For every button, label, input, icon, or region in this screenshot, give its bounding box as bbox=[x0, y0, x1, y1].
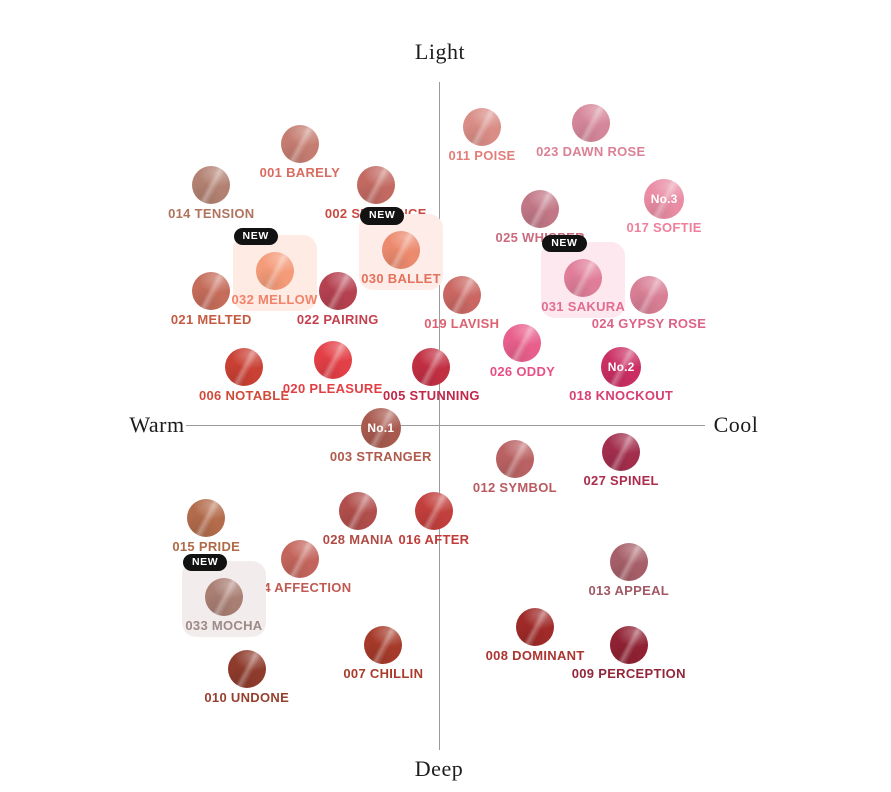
shade-swatch-001-barely bbox=[280, 124, 319, 163]
shade-swatch-023-dawn-rose bbox=[571, 104, 610, 143]
shade-swatch-013-appeal bbox=[609, 543, 648, 582]
shade-label-018-knockout: 018 KNOCKOUT bbox=[569, 387, 674, 403]
shade-label-020-pleasure: 020 PLEASURE bbox=[282, 380, 383, 396]
shade-swatch-024-gypsy-rose bbox=[629, 275, 668, 314]
shade-label-003-stranger: 003 STRANGER bbox=[329, 449, 432, 465]
shade-label-032-mellow: 032 MELLOW bbox=[231, 291, 318, 307]
shade-swatch-027-spinel bbox=[602, 433, 641, 472]
shade-swatch-031-sakura bbox=[564, 258, 603, 297]
shade-swatch-028-mania bbox=[339, 491, 378, 530]
shade-label-011-poise: 011 POISE bbox=[448, 147, 516, 163]
shade-swatch-030-ballet bbox=[382, 231, 421, 270]
shade-label-006-notable: 006 NOTABLE bbox=[198, 387, 290, 403]
warm-cool-axis-line bbox=[186, 425, 705, 426]
shade-swatch-032-mellow bbox=[255, 251, 294, 290]
shade-label-027-spinel: 027 SPINEL bbox=[583, 473, 659, 489]
shade-label-031-sakura: 031 SAKURA bbox=[541, 298, 626, 314]
shade-label-007-chillin: 007 CHILLIN bbox=[343, 665, 424, 681]
shade-swatch-015-pride bbox=[187, 498, 226, 537]
shade-label-033-mocha: 033 MOCHA bbox=[185, 617, 263, 633]
shade-swatch-026-oddy bbox=[503, 323, 542, 362]
shade-label-030-ballet: 030 BALLET bbox=[361, 271, 441, 287]
shade-label-010-undone: 010 UNDONE bbox=[204, 689, 290, 705]
shade-swatch-012-symbol bbox=[495, 440, 534, 479]
shade-swatch-011-poise bbox=[463, 107, 501, 146]
shade-label-024-gypsy-rose: 024 GYPSY ROSE bbox=[591, 315, 707, 331]
shade-swatch-004-affection bbox=[280, 539, 319, 578]
shade-label-009-perception: 009 PERCEPTION bbox=[571, 665, 686, 681]
shade-swatch-018-knockout: No.2 bbox=[601, 346, 642, 387]
axis-label-light: Light bbox=[414, 39, 466, 64]
shade-swatch-020-pleasure bbox=[313, 340, 352, 379]
shade-swatch-019-lavish bbox=[442, 275, 481, 314]
shade-swatch-005-stunning bbox=[412, 347, 451, 386]
shade-swatch-033-mocha bbox=[204, 577, 243, 616]
shade-label-021-melted: 021 MELTED bbox=[170, 312, 252, 328]
shade-label-001-barely: 001 BARELY bbox=[259, 164, 341, 180]
shade-label-008-dominant: 008 DOMINANT bbox=[485, 648, 585, 664]
axis-label-deep: Deep bbox=[414, 756, 464, 781]
shade-swatch-022-pairing bbox=[318, 272, 357, 311]
shade-swatch-003-stranger: No.1 bbox=[360, 408, 401, 449]
shade-swatch-014-tension bbox=[192, 165, 231, 204]
shade-label-026-oddy: 026 ODDY bbox=[489, 363, 556, 379]
shade-label-014-tension: 014 TENSION bbox=[168, 205, 255, 221]
axis-label-cool: Cool bbox=[713, 412, 759, 437]
shade-label-004-affection: 004 AFFECTION bbox=[248, 579, 352, 595]
shade-label-005-stunning: 005 STUNNING bbox=[383, 387, 480, 403]
rank-tag-017-softie: No.3 bbox=[650, 191, 678, 206]
shade-swatch-002-sequence bbox=[356, 165, 395, 204]
shade-label-015-pride: 015 PRIDE bbox=[172, 538, 241, 554]
shade-label-012-symbol: 012 SYMBOL bbox=[472, 480, 557, 496]
new-badge-031-sakura: NEW bbox=[542, 234, 587, 253]
shade-label-016-after: 016 AFTER bbox=[398, 531, 470, 547]
rank-tag-003-stranger: No.1 bbox=[367, 421, 395, 436]
shade-label-019-lavish: 019 LAVISH bbox=[424, 315, 500, 331]
shade-swatch-007-chillin bbox=[364, 625, 403, 664]
shade-label-028-mania: 028 MANIA bbox=[322, 531, 394, 547]
shade-swatch-016-after bbox=[414, 491, 453, 530]
shade-swatch-021-melted bbox=[192, 272, 231, 311]
axis-label-warm: Warm bbox=[129, 412, 185, 437]
shade-label-013-appeal: 013 APPEAL bbox=[588, 583, 670, 599]
shade-label-017-softie: 017 SOFTIE bbox=[626, 219, 702, 235]
shade-swatch-006-notable bbox=[225, 347, 264, 386]
shade-label-022-pairing: 022 PAIRING bbox=[296, 312, 379, 328]
rank-tag-018-knockout: No.2 bbox=[607, 359, 635, 374]
shade-swatch-009-perception bbox=[609, 625, 648, 664]
new-badge-032-mellow: NEW bbox=[233, 227, 278, 246]
shade-swatch-025-whisper bbox=[521, 189, 560, 228]
shade-swatch-010-undone bbox=[227, 649, 266, 688]
new-badge-030-ballet: NEW bbox=[360, 207, 405, 225]
shade-swatch-008-dominant bbox=[516, 608, 555, 647]
shade-swatch-017-softie: No.3 bbox=[644, 178, 685, 219]
light-deep-axis-line bbox=[439, 82, 440, 750]
new-badge-033-mocha: NEW bbox=[182, 553, 228, 572]
shade-label-023-dawn-rose: 023 DAWN ROSE bbox=[536, 144, 646, 160]
